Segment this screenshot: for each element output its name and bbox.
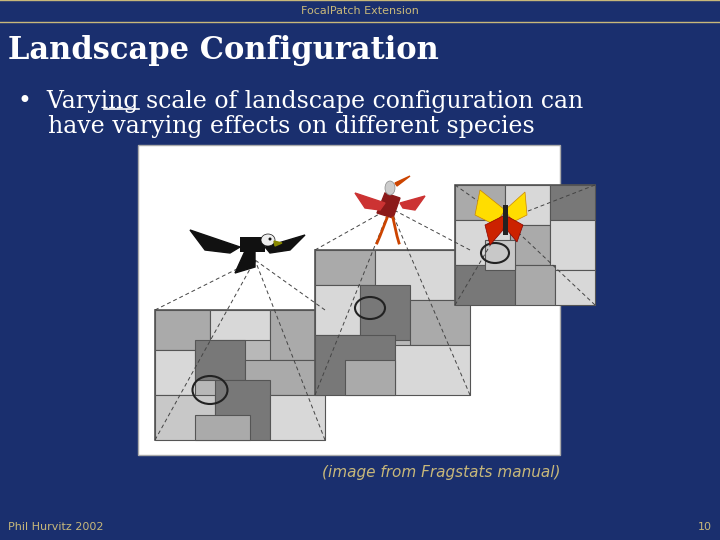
Bar <box>155 395 215 440</box>
Polygon shape <box>485 215 505 245</box>
Bar <box>195 340 245 380</box>
Bar <box>455 185 505 220</box>
Bar <box>550 185 595 220</box>
Polygon shape <box>400 196 425 210</box>
Polygon shape <box>190 230 240 253</box>
Bar <box>155 350 195 395</box>
Bar <box>0 0 720 22</box>
Bar <box>155 310 325 440</box>
Text: Landscape Configuration: Landscape Configuration <box>8 35 439 66</box>
Text: have varying effects on different species: have varying effects on different specie… <box>18 115 535 138</box>
Text: (image from Fragstats manual): (image from Fragstats manual) <box>322 465 560 480</box>
Bar <box>485 240 515 270</box>
Polygon shape <box>377 193 400 218</box>
Bar <box>195 415 250 440</box>
Bar <box>270 395 325 440</box>
Bar <box>455 185 595 305</box>
Bar <box>555 270 595 305</box>
Text: Phil Hurvitz 2002: Phil Hurvitz 2002 <box>8 522 104 532</box>
Bar <box>240 237 265 252</box>
Bar <box>315 285 360 335</box>
Bar <box>270 310 325 360</box>
Bar <box>395 345 470 395</box>
Bar <box>215 380 270 440</box>
Bar <box>245 360 325 395</box>
Polygon shape <box>235 251 255 273</box>
Polygon shape <box>395 176 410 186</box>
Text: 10: 10 <box>698 522 712 532</box>
Text: FocalPatch Extension: FocalPatch Extension <box>301 6 419 16</box>
Polygon shape <box>475 190 505 225</box>
Ellipse shape <box>261 234 275 246</box>
Bar <box>510 225 550 265</box>
Bar <box>155 310 210 350</box>
Bar <box>455 220 510 265</box>
Bar <box>360 285 410 340</box>
Text: •  Varying scale of landscape configuration can: • Varying scale of landscape configurati… <box>18 90 583 113</box>
Bar <box>455 265 515 305</box>
Bar <box>315 250 470 395</box>
Bar <box>515 265 555 305</box>
Bar <box>503 205 508 235</box>
Polygon shape <box>355 193 385 210</box>
Bar <box>210 310 270 340</box>
Bar <box>315 250 375 285</box>
Bar <box>550 220 595 270</box>
Bar <box>315 335 395 395</box>
Ellipse shape <box>269 238 271 240</box>
Bar <box>375 250 470 300</box>
Ellipse shape <box>385 181 395 195</box>
Polygon shape <box>505 192 527 222</box>
Polygon shape <box>505 215 523 242</box>
Bar <box>345 360 395 395</box>
Polygon shape <box>274 241 282 246</box>
Bar <box>138 145 560 455</box>
Bar <box>410 300 470 345</box>
Polygon shape <box>265 235 305 253</box>
Bar <box>505 185 550 225</box>
